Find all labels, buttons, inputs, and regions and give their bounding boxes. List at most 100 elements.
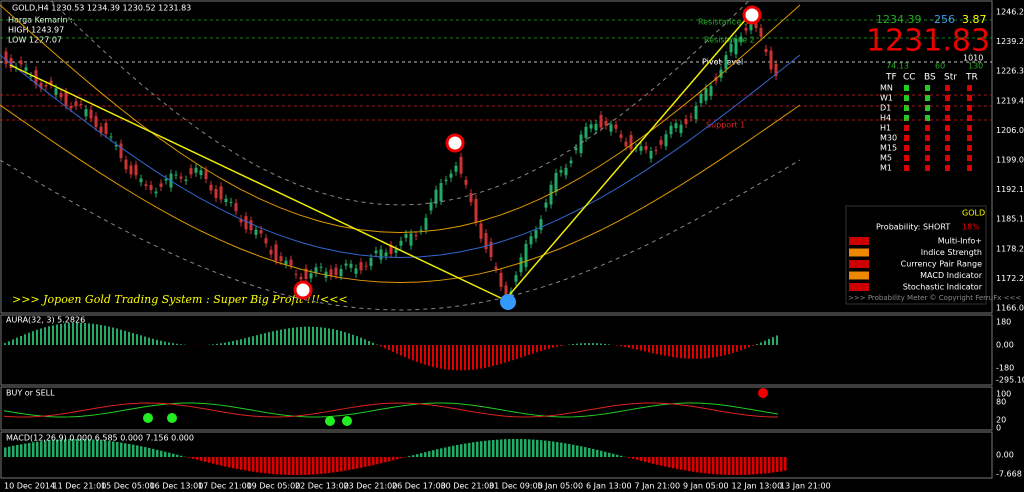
cell (967, 135, 972, 141)
macd-bar (676, 457, 679, 470)
aura-bar (596, 343, 598, 345)
aura-bar (160, 340, 162, 345)
aura-bar (720, 345, 722, 357)
candle (674, 123, 678, 129)
cell (967, 115, 972, 121)
macd-bar (160, 450, 163, 457)
aura-bar (68, 323, 70, 345)
aura-bar (4, 343, 6, 345)
probability-item: Stochastic Indicator (903, 283, 983, 292)
ask: 1234.39 (876, 13, 922, 26)
macd-bar (352, 457, 355, 470)
aura-bar (480, 345, 482, 369)
aura-bar (728, 345, 730, 355)
macd-bar (272, 457, 275, 475)
aura-bar (180, 344, 182, 345)
table-row-label: W1 (880, 94, 893, 103)
cell (925, 135, 930, 141)
macd-bar (120, 442, 123, 457)
candle (704, 88, 708, 101)
candle (539, 219, 543, 230)
candle (479, 223, 483, 239)
candle (519, 257, 523, 273)
cell (945, 165, 950, 171)
aura-bar (236, 340, 238, 345)
macd-bar (692, 457, 695, 472)
quote-ticks: 1010 (963, 54, 983, 63)
macd-bar (224, 457, 227, 467)
macd-bar (132, 444, 135, 457)
macd-bar (148, 447, 151, 457)
macd-bar (468, 442, 471, 457)
candle (144, 184, 148, 186)
macd-bar (144, 447, 147, 457)
macd-bar (548, 440, 551, 457)
candle (529, 236, 533, 245)
candle (304, 268, 308, 280)
probability-item: Currency Pair Range (901, 260, 982, 269)
aura-bar (484, 345, 486, 368)
aura-bar (340, 331, 342, 345)
macd-bar (248, 457, 251, 472)
cell (967, 85, 972, 91)
macd-bar (296, 457, 299, 475)
probability-percent: 18% (962, 223, 980, 232)
aura-bar (248, 337, 250, 345)
macd-bar (484, 440, 487, 457)
macd-bar (88, 439, 91, 457)
panel-title: MACD(12,26,9) 0.000 6.585 0.000 7.156 0.… (6, 434, 194, 443)
table-header: CC (903, 73, 916, 83)
macd-bar (448, 446, 451, 457)
candle (284, 260, 288, 265)
candle (294, 273, 298, 275)
aura-bar (716, 345, 718, 357)
aura-bar (768, 338, 770, 345)
macd-bar (44, 440, 47, 457)
macd-bar (292, 457, 295, 475)
aura-bar (492, 345, 494, 367)
macd-bar (628, 457, 631, 458)
cell (925, 95, 930, 101)
candle (84, 109, 88, 117)
aura-bar (360, 337, 362, 345)
aura-bar (52, 325, 54, 345)
candle (74, 101, 78, 107)
macd-bar (688, 457, 691, 472)
macd-bar (644, 457, 647, 462)
aura-bar (300, 326, 302, 345)
macd-bar (336, 457, 339, 472)
info-line: HIGH 1243.97 (8, 26, 64, 35)
macd-bar (380, 457, 383, 464)
cell (945, 95, 950, 101)
macd-bar (600, 450, 603, 457)
cell (904, 135, 909, 141)
signal (500, 294, 516, 310)
candle (384, 252, 388, 256)
macd-bar (396, 457, 399, 460)
macd-bar (416, 454, 419, 457)
macd-bar (240, 457, 243, 470)
candle (614, 124, 618, 129)
candle (569, 160, 573, 164)
candle (544, 202, 548, 208)
macd-bar (584, 447, 587, 457)
aura-bar (112, 327, 114, 345)
candle (134, 164, 138, 176)
aura-bar (232, 341, 234, 345)
level-label: Resistance 3 (698, 18, 749, 27)
macd-bar (176, 454, 179, 457)
candle (724, 55, 728, 70)
candle (334, 267, 338, 276)
candle (664, 134, 668, 147)
aura-bar (280, 329, 282, 345)
price-tick-label: 1166.00 (996, 304, 1024, 313)
macd-bar (752, 457, 755, 475)
aura-bar (408, 345, 410, 359)
aura-bar (684, 345, 686, 359)
macd-bar (476, 441, 479, 457)
time-tick-label: 6 Jan 13:00 (586, 482, 632, 491)
candle (429, 202, 433, 211)
candle (274, 244, 278, 261)
candle (244, 216, 248, 230)
candle (689, 116, 693, 118)
